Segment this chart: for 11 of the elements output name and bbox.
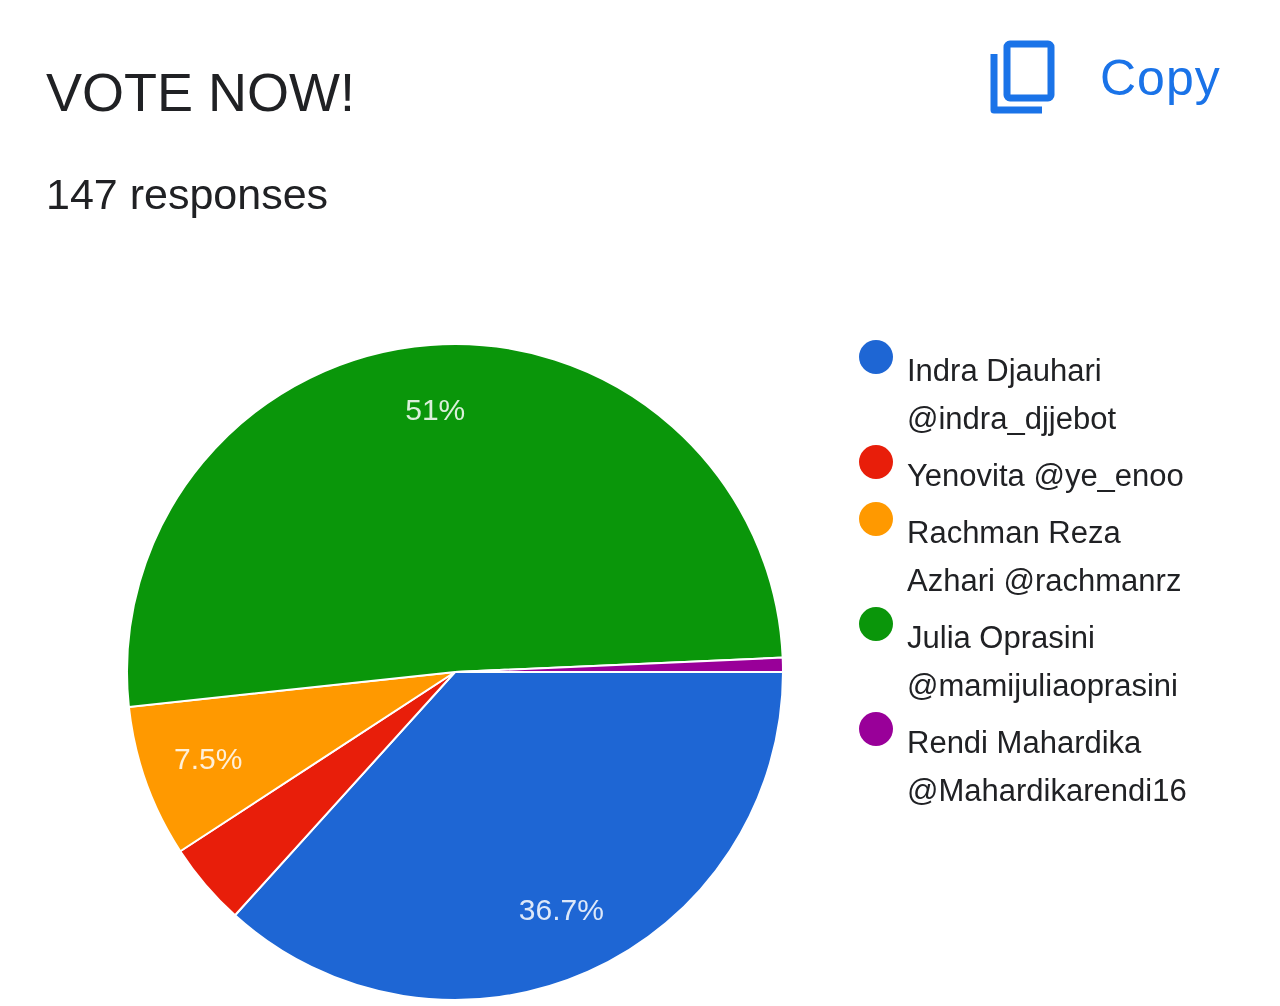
data-label: 7.5% — [174, 741, 243, 775]
legend-label: Yenovita @ye_enoo — [907, 458, 1184, 493]
legend-label: Julia Oprasini @mamijuliaoprasini — [907, 620, 1178, 703]
chart-title: VOTE NOW! — [46, 62, 355, 122]
chart-subtitle: 147 responses — [46, 170, 329, 218]
text: Copy — [1100, 49, 1221, 107]
data-label: 51% — [405, 392, 466, 426]
legend-label: Rendi Mahardika @Mahardikarendi16 — [907, 725, 1187, 808]
legend-label: Rachman Reza Azhari @rachmanrz — [907, 515, 1182, 598]
legend-label: Indra Djauhari @indra_djjebot — [907, 353, 1117, 436]
data-label: 36.7% — [518, 893, 604, 927]
